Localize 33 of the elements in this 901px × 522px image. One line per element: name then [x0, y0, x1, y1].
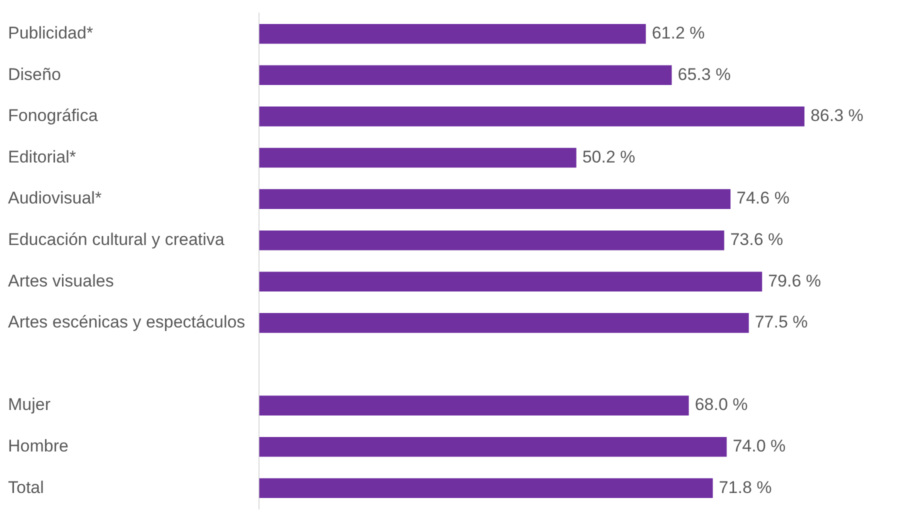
y-tick-label: Total: [8, 478, 44, 497]
bar: [259, 189, 731, 209]
data-label: 68.0 %: [694, 395, 748, 414]
bar: [259, 313, 749, 333]
bar: [259, 106, 804, 126]
bar: [259, 478, 713, 498]
data-label: 50.2 %: [582, 147, 636, 166]
y-tick-label: Editorial*: [8, 147, 76, 166]
y-tick-label: Mujer: [8, 395, 51, 414]
data-label: 74.6 %: [736, 188, 790, 208]
bar: [259, 272, 762, 292]
data-label: 61.2 %: [652, 24, 705, 43]
data-label: 73.6 %: [730, 230, 784, 250]
data-label: 65.3 %: [678, 64, 731, 84]
bar: [259, 65, 672, 86]
data-label: 74.0 %: [732, 436, 786, 456]
data-label: 79.6 %: [768, 271, 822, 290]
bar: [259, 436, 727, 457]
y-tick-label: Fonográfica: [8, 106, 98, 126]
bar: [259, 148, 576, 168]
y-tick-label: Hombre: [8, 436, 68, 456]
y-tick-label: Educación cultural y creativa: [8, 230, 225, 250]
y-tick-label: Artes escénicas y espectáculos: [8, 312, 246, 332]
data-label: 71.8 %: [718, 478, 772, 497]
y-tick-label: Audiovisual*: [8, 188, 102, 208]
bar: [259, 396, 689, 416]
y-tick-label: Diseño: [8, 64, 61, 84]
bar: [259, 230, 724, 250]
y-tick-label: Artes visuales: [8, 271, 114, 290]
y-tick-label: Publicidad*: [8, 24, 94, 43]
data-label: 86.3 %: [810, 106, 864, 126]
bar: [259, 24, 646, 44]
data-label: 77.5 %: [754, 312, 808, 332]
